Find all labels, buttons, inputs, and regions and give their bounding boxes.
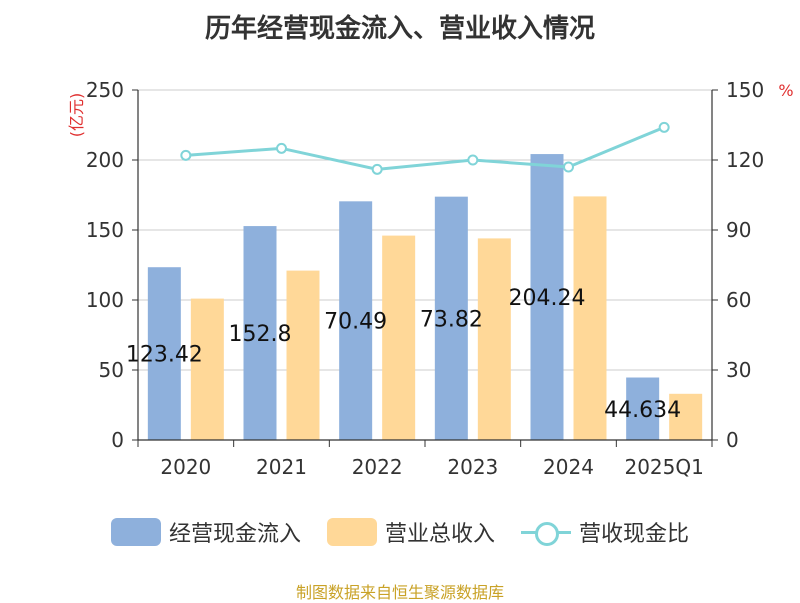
data-label-cash-inflow: 70.49 <box>324 310 387 335</box>
left-tick-label: 50 <box>99 358 124 382</box>
data-label-cash-inflow: 73.82 <box>420 307 483 332</box>
line-series <box>180 121 670 175</box>
source-note: 制图数据来自恒生聚源数据库 <box>295 583 504 602</box>
right-axis-label: % <box>778 81 793 100</box>
right-tick-label: 60 <box>726 288 751 312</box>
ratio-line <box>185 125 665 171</box>
right-tick-label: 90 <box>726 218 751 242</box>
legend-swatch-cash-inflow <box>110 518 161 546</box>
bar-revenue <box>286 270 320 440</box>
ratio-point <box>658 121 670 133</box>
legend-label-revenue: 营业总收入 <box>384 522 495 547</box>
x-tick-label: 2023 <box>447 455 498 479</box>
bar-cash-inflow <box>243 226 277 440</box>
right-tick-label: 120 <box>726 148 764 172</box>
data-label-cash-inflow: 44.634 <box>604 398 681 423</box>
bar-cash-inflow <box>434 196 468 440</box>
bar-revenue <box>477 238 511 440</box>
legend-item-cash-inflow[interactable]: 经营现金流入 <box>110 516 301 548</box>
left-tick-label: 250 <box>86 78 124 102</box>
data-label-cash-inflow: 204.24 <box>509 286 586 311</box>
ratio-point <box>371 163 383 175</box>
left-axis-label: (亿元) <box>67 93 86 138</box>
legend-item-revenue[interactable]: 营业总收入 <box>326 516 495 548</box>
bar-cash-inflow <box>626 377 660 440</box>
chart-title: 历年经营现金流入、营业收入情况 <box>204 14 595 44</box>
left-tick-label: 0 <box>111 428 124 452</box>
legend-label-cash-inflow: 经营现金流入 <box>168 522 301 547</box>
right-tick-label: 150 <box>726 78 764 102</box>
ratio-point <box>276 142 287 154</box>
grid-lines <box>138 89 712 371</box>
x-tick-label: 2021 <box>256 455 307 479</box>
left-tick-label: 200 <box>86 148 124 172</box>
bar-cash-inflow <box>530 154 564 440</box>
legend-swatch-ratio <box>521 518 571 546</box>
legend-label-ratio: 营收现金比 <box>579 522 690 547</box>
right-tick-label: 30 <box>726 358 751 382</box>
right-tick-label: 0 <box>726 428 739 452</box>
legend: 经营现金流入 营业总收入 营收现金比 <box>0 516 800 548</box>
left-tick-label: 150 <box>86 218 124 242</box>
x-tick-label: 2025Q1 <box>624 455 703 479</box>
bar-marks <box>147 154 703 440</box>
bar-revenue <box>190 298 224 440</box>
data-label-cash-inflow: 123.42 <box>126 343 203 368</box>
ratio-point <box>180 149 192 161</box>
ratio-point <box>563 161 574 173</box>
data-label-cash-inflow: 152.8 <box>229 322 292 347</box>
x-tick-label: 2024 <box>543 455 594 479</box>
ratio-point <box>467 154 479 166</box>
bar-revenue <box>573 196 607 440</box>
left-tick-label: 100 <box>86 288 124 312</box>
x-tick-label: 2022 <box>352 455 403 479</box>
bar-cash-inflow <box>339 201 373 440</box>
legend-item-ratio[interactable]: 营收现金比 <box>521 516 689 548</box>
bar-revenue <box>669 393 703 440</box>
x-tick-label: 2020 <box>160 455 211 479</box>
legend-swatch-revenue <box>326 518 377 546</box>
bar-revenue <box>382 235 416 440</box>
axes: 0 50 100 150 200 250 0 30 60 90 120 150 2020 2021 2022… <box>86 78 764 479</box>
bar-cash-inflow <box>147 267 181 440</box>
data-labels: 123.42 152.8 70.49 73.82 204.24 44.634 <box>126 286 681 423</box>
chart-canvas: 123.42 152.8 70.49 73.82 204.24 44.634 0 50 100… <box>67 78 794 479</box>
